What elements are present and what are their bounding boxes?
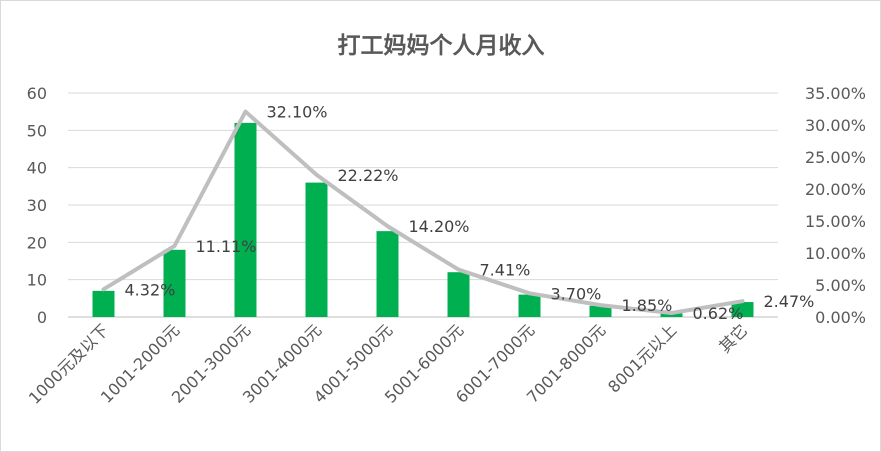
data-label: 32.10% bbox=[267, 103, 328, 122]
bar bbox=[305, 182, 328, 317]
y-right-tick-label: 0.00% bbox=[815, 308, 866, 327]
data-label: 14.20% bbox=[409, 217, 470, 236]
data-label: 11.11% bbox=[196, 237, 257, 256]
line-point bbox=[529, 292, 530, 294]
y-left-tick-label: 30 bbox=[27, 196, 47, 215]
bar bbox=[376, 231, 399, 317]
x-tick-label: 其它 bbox=[715, 320, 751, 356]
bar bbox=[92, 290, 115, 317]
data-label: 3.70% bbox=[551, 284, 602, 303]
gridlines bbox=[68, 92, 778, 318]
data-label: 2.47% bbox=[764, 292, 815, 311]
y-left-tick-label: 0 bbox=[37, 308, 47, 327]
line-point bbox=[174, 245, 175, 247]
y-left-tick-label: 40 bbox=[27, 159, 47, 178]
data-label: 4.32% bbox=[125, 280, 176, 299]
y-axis-right: 0.00% 5.00% 10.00% 15.00% 20.00% 25.00% 30.00%… bbox=[805, 84, 866, 327]
y-right-tick-label: 5.00% bbox=[815, 276, 866, 295]
y-right-tick-label: 20.00% bbox=[805, 180, 866, 199]
line-point bbox=[600, 304, 601, 306]
data-label: 7.41% bbox=[480, 261, 531, 280]
bar bbox=[163, 249, 186, 317]
line-point bbox=[245, 111, 246, 113]
y-left-tick-label: 50 bbox=[27, 121, 47, 140]
bar-series bbox=[92, 122, 754, 317]
line-point bbox=[742, 300, 743, 302]
line-path bbox=[101, 109, 745, 316]
y-right-tick-label: 30.00% bbox=[805, 116, 866, 135]
y-left-tick-label: 10 bbox=[27, 271, 47, 290]
bar bbox=[660, 313, 683, 317]
y-left-tick-label: 60 bbox=[27, 84, 47, 103]
y-right-tick-label: 15.00% bbox=[805, 212, 866, 231]
bar bbox=[447, 272, 470, 317]
data-label: 1.85% bbox=[622, 296, 673, 315]
y-left-tick-label: 20 bbox=[27, 233, 47, 252]
y-right-tick-label: 25.00% bbox=[805, 148, 866, 167]
y-axis-left: 0 10 20 30 40 50 60 bbox=[27, 84, 47, 327]
y-right-tick-label: 35.00% bbox=[805, 84, 866, 103]
bar bbox=[589, 305, 612, 317]
x-axis: 1000元及以下1001-2000元2001-3000元3001-4000元40… bbox=[25, 320, 751, 407]
line-point bbox=[671, 312, 672, 314]
chart-title: 打工妈妈个人月收入 bbox=[338, 32, 545, 59]
bar bbox=[731, 302, 754, 317]
line-point bbox=[458, 269, 459, 271]
bar bbox=[518, 294, 541, 317]
data-labels: 4.32% 11.11% 32.10% 22.22% 14.20% 7.41% 3.70% 1… bbox=[125, 103, 815, 323]
line-point bbox=[387, 225, 388, 227]
x-tick-label: 8001元以上 bbox=[604, 320, 680, 396]
line-point bbox=[316, 174, 317, 176]
y-right-tick-label: 10.00% bbox=[805, 244, 866, 263]
data-label: 22.22% bbox=[338, 166, 399, 185]
line-point bbox=[103, 288, 104, 290]
bar bbox=[234, 122, 257, 317]
data-label: 0.62% bbox=[693, 304, 744, 323]
line-series bbox=[101, 109, 745, 316]
